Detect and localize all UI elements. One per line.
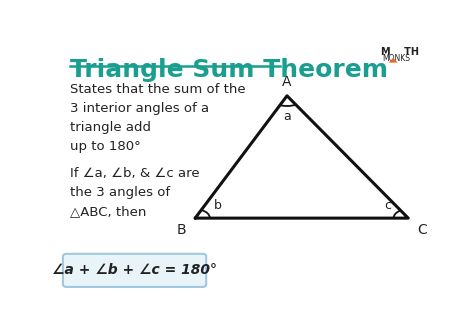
Text: a: a	[283, 110, 291, 123]
Text: c: c	[385, 199, 392, 212]
Polygon shape	[389, 58, 398, 63]
Text: C: C	[418, 223, 427, 237]
Text: M    TH: M TH	[381, 47, 419, 57]
Text: If ∠a, ∠b, & ∠c are
the 3 angles of
△ABC, then: If ∠a, ∠b, & ∠c are the 3 angles of △ABC…	[70, 167, 200, 218]
Text: States that the sum of the
3 interior angles of a
triangle add
up to 180°: States that the sum of the 3 interior an…	[70, 83, 246, 153]
Text: A: A	[282, 75, 292, 89]
FancyBboxPatch shape	[63, 254, 206, 287]
Text: ∠a + ∠b + ∠c = 180°: ∠a + ∠b + ∠c = 180°	[52, 263, 217, 277]
Text: b: b	[213, 199, 221, 212]
Text: B: B	[176, 223, 186, 237]
Text: MONKS: MONKS	[383, 54, 410, 63]
Text: Triangle Sum Theorem: Triangle Sum Theorem	[70, 58, 388, 81]
